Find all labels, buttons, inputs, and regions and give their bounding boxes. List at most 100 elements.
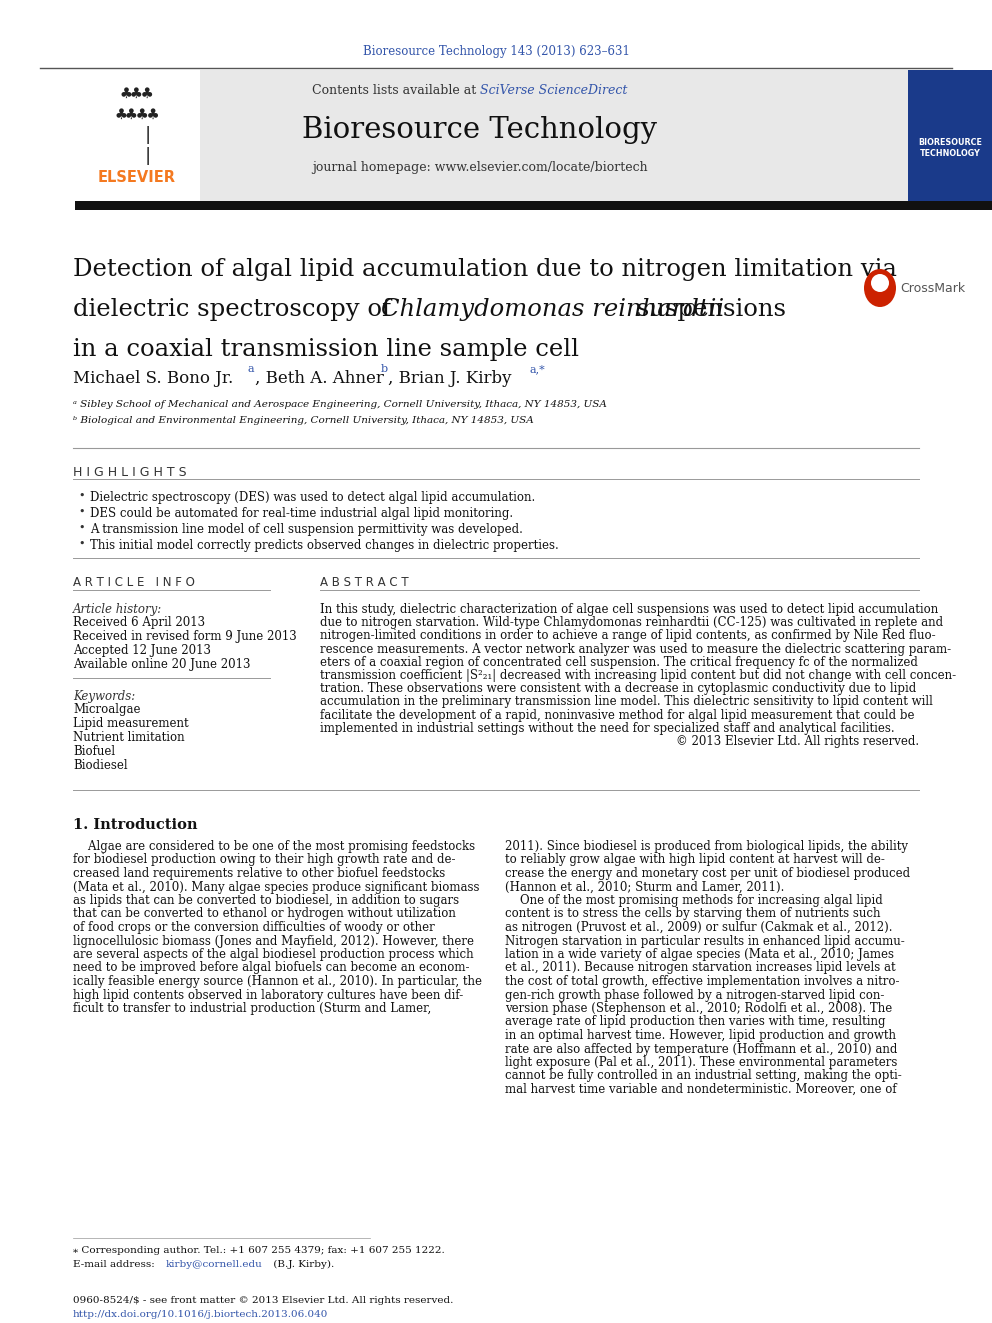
Text: Received 6 April 2013: Received 6 April 2013	[73, 617, 205, 628]
Text: average rate of lipid production then varies with time, resulting: average rate of lipid production then va…	[505, 1016, 886, 1028]
Text: mal harvest time variable and nondeterministic. Moreover, one of: mal harvest time variable and nondetermi…	[505, 1084, 897, 1095]
Text: to reliably grow algae with high lipid content at harvest will de-: to reliably grow algae with high lipid c…	[505, 853, 885, 867]
Text: CrossMark: CrossMark	[900, 282, 965, 295]
Bar	[75, 70, 915, 205]
Text: rescence measurements. A vector network analyzer was used to measure the dielect: rescence measurements. A vector network …	[320, 643, 951, 656]
Text: Received in revised form 9 June 2013: Received in revised form 9 June 2013	[73, 630, 297, 643]
Text: due to nitrogen starvation. Wild-type Chlamydomonas reinhardtii (CC-125) was cul: due to nitrogen starvation. Wild-type Ch…	[320, 617, 943, 630]
Text: Article history:: Article history:	[73, 603, 163, 617]
Text: lation in a wide variety of algae species (Mata et al., 2010; James: lation in a wide variety of algae specie…	[505, 949, 894, 960]
Text: gen-rich growth phase followed by a nitrogen-starved lipid con-: gen-rich growth phase followed by a nitr…	[505, 988, 885, 1002]
Text: Biodiesel: Biodiesel	[73, 759, 128, 773]
Text: This initial model correctly predicts observed changes in dielectric properties.: This initial model correctly predicts ob…	[90, 538, 558, 552]
Text: Lipid measurement: Lipid measurement	[73, 717, 188, 730]
Text: BIORESOURCE
TECHNOLOGY: BIORESOURCE TECHNOLOGY	[918, 139, 982, 157]
Text: Nitrogen starvation in particular results in enhanced lipid accumu-: Nitrogen starvation in particular result…	[505, 934, 905, 947]
Text: in a coaxial transmission line sample cell: in a coaxial transmission line sample ce…	[73, 337, 579, 361]
Bar	[75, 201, 992, 210]
Text: SciVerse ScienceDirect: SciVerse ScienceDirect	[480, 83, 627, 97]
Ellipse shape	[871, 274, 889, 292]
Text: ᵇ Biological and Environmental Engineering, Cornell University, Ithaca, NY 14853: ᵇ Biological and Environmental Engineeri…	[73, 415, 534, 425]
Text: b: b	[381, 364, 388, 374]
Text: , Beth A. Ahner: , Beth A. Ahner	[255, 370, 384, 388]
Text: 1. Introduction: 1. Introduction	[73, 818, 197, 832]
Text: Microalgae: Microalgae	[73, 703, 141, 716]
Text: that can be converted to ethanol or hydrogen without utilization: that can be converted to ethanol or hydr…	[73, 908, 456, 921]
Text: rate are also affected by temperature (Hoffmann et al., 2010) and: rate are also affected by temperature (H…	[505, 1043, 898, 1056]
Text: journal homepage: www.elsevier.com/locate/biortech: journal homepage: www.elsevier.com/locat…	[312, 160, 648, 173]
Text: in an optimal harvest time. However, lipid production and growth: in an optimal harvest time. However, lip…	[505, 1029, 896, 1043]
Text: version phase (Stephenson et al., 2010; Rodolfi et al., 2008). The: version phase (Stephenson et al., 2010; …	[505, 1002, 892, 1015]
Ellipse shape	[864, 269, 896, 307]
Text: ᵃ Sibley School of Mechanical and Aerospace Engineering, Cornell University, Ith: ᵃ Sibley School of Mechanical and Aerosp…	[73, 400, 607, 409]
Text: ♣♣♣
♣♣♣♣
  |
  |: ♣♣♣ ♣♣♣♣ | |	[115, 85, 159, 165]
Text: A transmission line model of cell suspension permittivity was developed.: A transmission line model of cell suspen…	[90, 523, 523, 536]
Text: need to be improved before algal biofuels can become an econom-: need to be improved before algal biofuel…	[73, 962, 469, 975]
Text: kirby@cornell.edu: kirby@cornell.edu	[166, 1259, 263, 1269]
Text: , Brian J. Kirby: , Brian J. Kirby	[388, 370, 512, 388]
Text: dielectric spectroscopy of: dielectric spectroscopy of	[73, 298, 399, 321]
Text: (Mata et al., 2010). Many algae species produce significant biomass: (Mata et al., 2010). Many algae species …	[73, 881, 479, 893]
Text: a: a	[248, 364, 255, 374]
Text: © 2013 Elsevier Ltd. All rights reserved.: © 2013 Elsevier Ltd. All rights reserved…	[676, 736, 919, 747]
Text: facilitate the development of a rapid, noninvasive method for algal lipid measur: facilitate the development of a rapid, n…	[320, 709, 915, 721]
Text: Detection of algal lipid accumulation due to nitrogen limitation via: Detection of algal lipid accumulation du…	[73, 258, 897, 280]
Text: implemented in industrial settings without the need for specialized staff and an: implemented in industrial settings witho…	[320, 722, 895, 734]
Text: ELSEVIER: ELSEVIER	[98, 171, 176, 185]
Text: (B.J. Kirby).: (B.J. Kirby).	[270, 1259, 334, 1269]
Text: •: •	[78, 538, 84, 549]
Text: http://dx.doi.org/10.1016/j.biortech.2013.06.040: http://dx.doi.org/10.1016/j.biortech.201…	[73, 1310, 328, 1319]
Text: Bioresource Technology: Bioresource Technology	[303, 116, 658, 144]
Text: In this study, dielectric characterization of algae cell suspensions was used to: In this study, dielectric characterizati…	[320, 603, 938, 617]
Text: Michael S. Bono Jr.: Michael S. Bono Jr.	[73, 370, 233, 388]
Text: suspensions: suspensions	[629, 298, 786, 321]
Text: (Hannon et al., 2010; Sturm and Lamer, 2011).: (Hannon et al., 2010; Sturm and Lamer, 2…	[505, 881, 785, 893]
Text: Algae are considered to be one of the most promising feedstocks: Algae are considered to be one of the mo…	[73, 840, 475, 853]
Text: accumulation in the preliminary transmission line model. This dielectric sensiti: accumulation in the preliminary transmis…	[320, 696, 932, 708]
Text: as lipids that can be converted to biodiesel, in addition to sugars: as lipids that can be converted to biodi…	[73, 894, 459, 908]
Text: tration. These observations were consistent with a decrease in cytoplasmic condu: tration. These observations were consist…	[320, 683, 917, 695]
Text: Chlamydomonas reinhardtii: Chlamydomonas reinhardtii	[381, 298, 724, 321]
Text: for biodiesel production owing to their high growth rate and de-: for biodiesel production owing to their …	[73, 853, 455, 867]
Text: eters of a coaxial region of concentrated cell suspension. The critical frequenc: eters of a coaxial region of concentrate…	[320, 656, 918, 669]
Text: A R T I C L E   I N F O: A R T I C L E I N F O	[73, 576, 194, 589]
Text: crease the energy and monetary cost per unit of biodiesel produced: crease the energy and monetary cost per …	[505, 867, 910, 880]
Text: H I G H L I G H T S: H I G H L I G H T S	[73, 466, 186, 479]
Text: 2011). Since biodiesel is produced from biological lipids, the ability: 2011). Since biodiesel is produced from …	[505, 840, 908, 853]
Text: the cost of total growth, effective implementation involves a nitro-: the cost of total growth, effective impl…	[505, 975, 900, 988]
Text: cannot be fully controlled in an industrial setting, making the opti-: cannot be fully controlled in an industr…	[505, 1069, 902, 1082]
Text: Contents lists available at: Contents lists available at	[311, 83, 480, 97]
Text: ⁎ Corresponding author. Tel.: +1 607 255 4379; fax: +1 607 255 1222.: ⁎ Corresponding author. Tel.: +1 607 255…	[73, 1246, 444, 1256]
Text: DES could be automated for real-time industrial algal lipid monitoring.: DES could be automated for real-time ind…	[90, 507, 513, 520]
Text: Bioresource Technology 143 (2013) 623–631: Bioresource Technology 143 (2013) 623–63…	[362, 45, 630, 58]
Text: Available online 20 June 2013: Available online 20 June 2013	[73, 658, 251, 671]
Text: Accepted 12 June 2013: Accepted 12 June 2013	[73, 644, 211, 658]
Text: ficult to transfer to industrial production (Sturm and Lamer,: ficult to transfer to industrial product…	[73, 1002, 432, 1015]
Text: content is to stress the cells by starving them of nutrients such: content is to stress the cells by starvi…	[505, 908, 881, 921]
Text: •: •	[78, 507, 84, 517]
Text: A B S T R A C T: A B S T R A C T	[320, 576, 409, 589]
Text: One of the most promising methods for increasing algal lipid: One of the most promising methods for in…	[505, 894, 883, 908]
Text: Biofuel: Biofuel	[73, 745, 115, 758]
Text: lignocellulosic biomass (Jones and Mayfield, 2012). However, there: lignocellulosic biomass (Jones and Mayfi…	[73, 934, 474, 947]
Text: of food crops or the conversion difficulties of woody or other: of food crops or the conversion difficul…	[73, 921, 434, 934]
Text: a,*: a,*	[529, 364, 545, 374]
Text: Dielectric spectroscopy (DES) was used to detect algal lipid accumulation.: Dielectric spectroscopy (DES) was used t…	[90, 491, 536, 504]
Text: high lipid contents observed in laboratory cultures have been dif-: high lipid contents observed in laborato…	[73, 988, 463, 1002]
Text: creased land requirements relative to other biofuel feedstocks: creased land requirements relative to ot…	[73, 867, 445, 880]
Bar	[908, 70, 992, 205]
Text: nitrogen-limited conditions in order to achieve a range of lipid contents, as co: nitrogen-limited conditions in order to …	[320, 630, 935, 643]
Text: Keywords:: Keywords:	[73, 691, 135, 703]
Text: E-mail address:: E-mail address:	[73, 1259, 158, 1269]
Text: •: •	[78, 491, 84, 501]
Text: et al., 2011). Because nitrogen starvation increases lipid levels at: et al., 2011). Because nitrogen starvati…	[505, 962, 896, 975]
Text: 0960-8524/$ - see front matter © 2013 Elsevier Ltd. All rights reserved.: 0960-8524/$ - see front matter © 2013 El…	[73, 1297, 453, 1304]
Bar	[75, 70, 200, 205]
Text: as nitrogen (Pruvost et al., 2009) or sulfur (Cakmak et al., 2012).: as nitrogen (Pruvost et al., 2009) or su…	[505, 921, 893, 934]
Text: are several aspects of the algal biodiesel production process which: are several aspects of the algal biodies…	[73, 949, 473, 960]
Text: light exposure (Pal et al., 2011). These environmental parameters: light exposure (Pal et al., 2011). These…	[505, 1056, 898, 1069]
Text: Nutrient limitation: Nutrient limitation	[73, 732, 185, 744]
Text: transmission coefficient |S²₂₁| decreased with increasing lipid content but did : transmission coefficient |S²₂₁| decrease…	[320, 669, 956, 681]
Text: •: •	[78, 523, 84, 533]
Text: ically feasible energy source (Hannon et al., 2010). In particular, the: ically feasible energy source (Hannon et…	[73, 975, 482, 988]
